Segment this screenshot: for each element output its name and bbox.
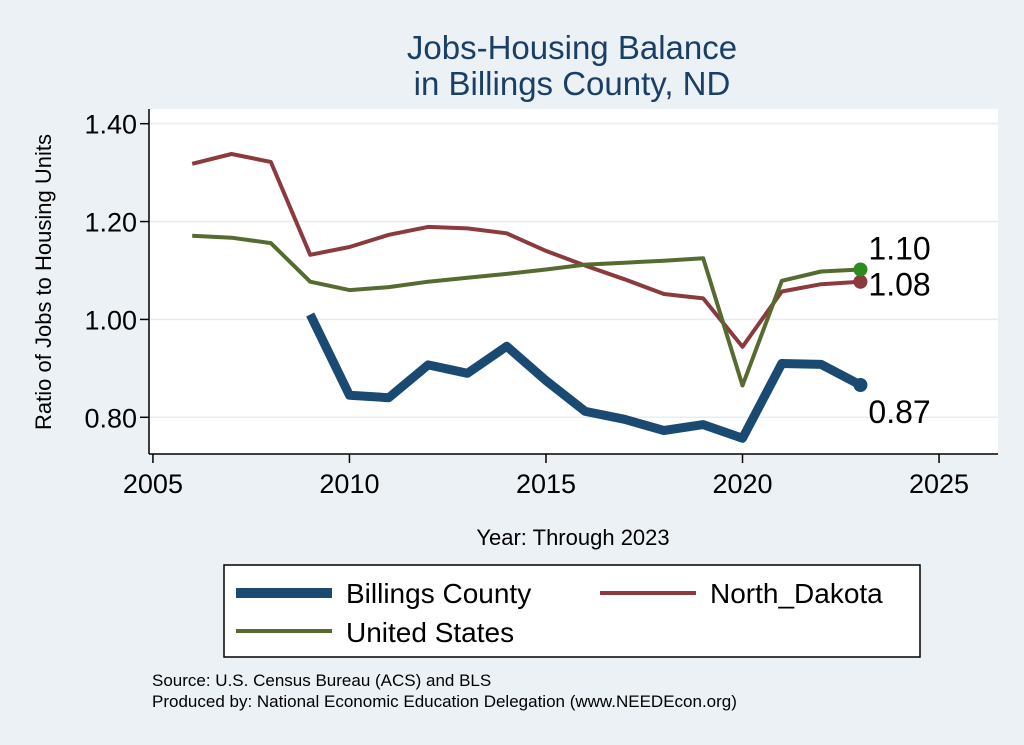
x-tick-label-4: 2025 xyxy=(909,469,969,499)
end-points-layer: 0.87 1.081.10 xyxy=(853,231,931,430)
end-label-united-states: 1.10 xyxy=(868,231,930,267)
x-tick-label-1: 2010 xyxy=(319,469,379,499)
y-tick-label-2: 1.20 xyxy=(84,208,137,238)
end-label-billings-county: 0.87 xyxy=(868,394,930,430)
y-tick-label-0: 0.80 xyxy=(84,403,137,433)
x-tick-label-3: 2020 xyxy=(712,469,772,499)
chart-title-line-1: Jobs-Housing Balance xyxy=(407,29,737,66)
x-tick-label-2: 2015 xyxy=(516,469,576,499)
y-tick-label-1: 1.00 xyxy=(84,305,137,335)
series-layer xyxy=(191,152,863,443)
series-line-united-states xyxy=(192,233,861,388)
end-point-billings-county xyxy=(853,378,868,392)
y-axis-ticks: 0.80 1.00 1.20 1.40 xyxy=(84,110,149,433)
legend-label-billings-county: Billings County xyxy=(346,578,531,609)
y-axis-label: Ratio of Jobs to Housing Units xyxy=(31,134,56,430)
y-tick-label-3: 1.40 xyxy=(84,110,137,140)
x-axis-label: Year: Through 2023 xyxy=(476,525,669,550)
grid-lines xyxy=(149,122,998,419)
end-label-north-dakota: 1.08 xyxy=(868,267,930,303)
source-note: Source: U.S. Census Bureau (ACS) and BLS xyxy=(152,671,491,690)
x-tick-label-0: 2005 xyxy=(123,469,183,499)
end-point-united-states xyxy=(853,262,868,277)
series-line-billings-county xyxy=(306,312,863,443)
legend-box xyxy=(223,564,921,658)
chart-title-line-2: in Billings County, ND xyxy=(414,65,731,102)
x-axis-ticks: 2005 2010 2015 2020 2025 xyxy=(123,454,969,499)
series-line-north-dakota xyxy=(191,152,861,349)
legend-label-united-states: United States xyxy=(346,617,514,648)
end-point-north-dakota xyxy=(853,274,868,289)
producer-note: Produced by: National Economic Education… xyxy=(152,692,737,711)
legend-label-north-dakota: North_Dakota xyxy=(710,578,883,609)
legend: Billings County North_Dakota United Stat… xyxy=(223,564,921,658)
